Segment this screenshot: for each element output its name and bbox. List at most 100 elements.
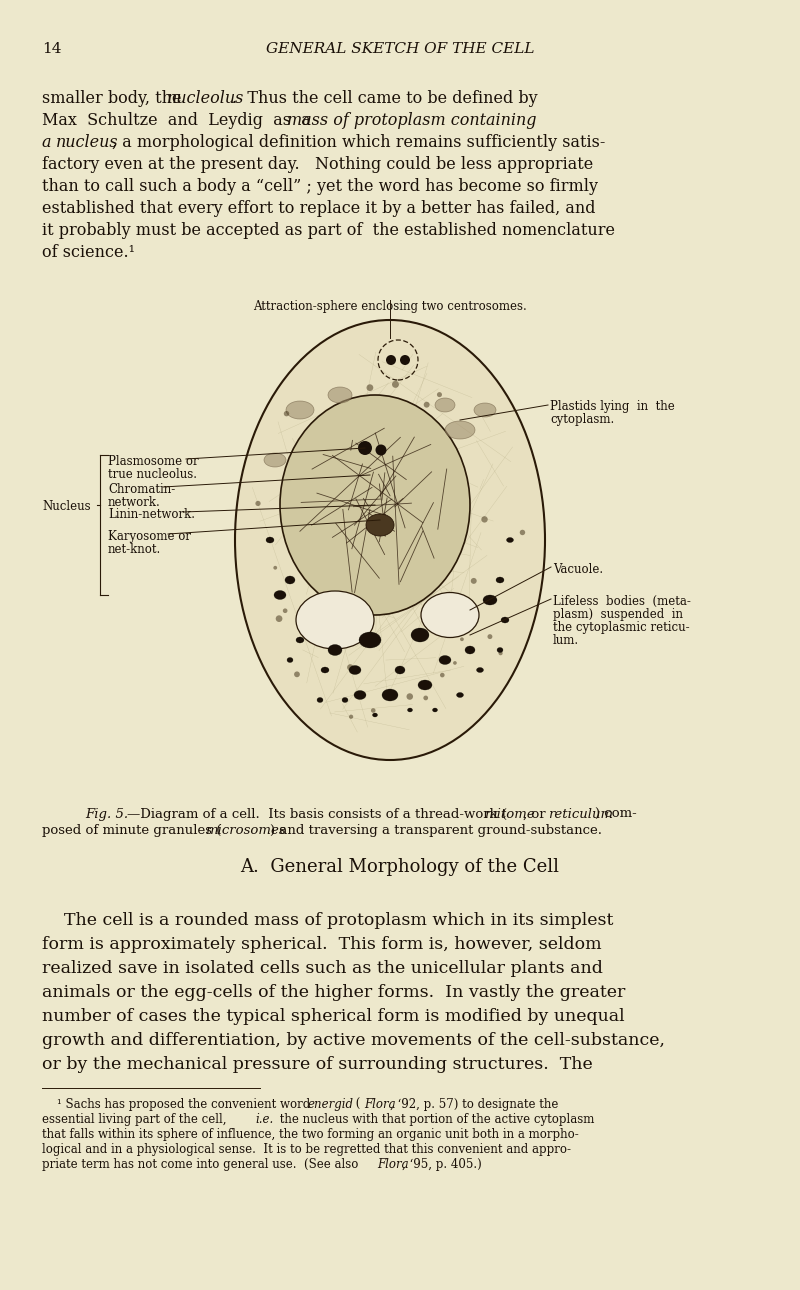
Ellipse shape xyxy=(359,632,381,648)
Ellipse shape xyxy=(477,667,483,672)
Circle shape xyxy=(386,355,396,365)
Ellipse shape xyxy=(411,628,429,642)
Circle shape xyxy=(520,530,525,535)
Text: than to call such a body a “cell” ; yet the word has become so firmly: than to call such a body a “cell” ; yet … xyxy=(42,178,598,195)
Circle shape xyxy=(424,401,430,408)
Ellipse shape xyxy=(296,637,304,642)
Ellipse shape xyxy=(421,592,479,637)
Circle shape xyxy=(276,615,282,622)
Ellipse shape xyxy=(342,698,348,703)
Ellipse shape xyxy=(317,698,323,703)
Text: net-knot.: net-knot. xyxy=(108,543,162,556)
Text: , ‘95, p. 405.): , ‘95, p. 405.) xyxy=(402,1158,482,1171)
Ellipse shape xyxy=(285,577,295,584)
Text: Chromatin-: Chromatin- xyxy=(108,482,175,495)
Circle shape xyxy=(482,516,488,522)
Text: it probably must be accepted as part of  the established nomenclature: it probably must be accepted as part of … xyxy=(42,222,615,239)
Text: number of cases the typical spherical form is modified by unequal: number of cases the typical spherical fo… xyxy=(42,1007,625,1026)
Circle shape xyxy=(392,381,399,388)
Ellipse shape xyxy=(501,617,509,623)
Text: 14: 14 xyxy=(42,43,62,55)
Circle shape xyxy=(406,693,413,699)
Text: logical and in a physiological sense.  It is to be regretted that this convenien: logical and in a physiological sense. It… xyxy=(42,1143,571,1156)
Ellipse shape xyxy=(439,655,451,664)
Text: ¹ Sachs has proposed the convenient word: ¹ Sachs has proposed the convenient word xyxy=(57,1098,314,1111)
Text: Max  Schultze  and  Leydig  as  a: Max Schultze and Leydig as a xyxy=(42,112,321,129)
Text: nucleolus: nucleolus xyxy=(167,90,244,107)
Text: A.  General Morphology of the Cell: A. General Morphology of the Cell xyxy=(241,858,559,876)
Text: cytoplasm.: cytoplasm. xyxy=(550,413,614,426)
Circle shape xyxy=(347,664,354,671)
Circle shape xyxy=(283,609,287,613)
Text: Nucleus: Nucleus xyxy=(42,501,90,513)
Text: Lifeless  bodies  (meta-: Lifeless bodies (meta- xyxy=(553,595,691,608)
Text: reticulum: reticulum xyxy=(548,808,613,820)
Ellipse shape xyxy=(496,577,504,583)
Ellipse shape xyxy=(296,591,374,649)
Ellipse shape xyxy=(435,399,455,412)
Ellipse shape xyxy=(274,591,286,600)
Text: microsomes: microsomes xyxy=(205,824,286,837)
Circle shape xyxy=(375,445,386,455)
Ellipse shape xyxy=(445,421,475,439)
Text: or by the mechanical pressure of surrounding structures.  The: or by the mechanical pressure of surroun… xyxy=(42,1057,593,1073)
Text: animals or the egg-cells of the higher forms.  In vastly the greater: animals or the egg-cells of the higher f… xyxy=(42,984,626,1001)
Text: The cell is a rounded mass of protoplasm which in its simplest: The cell is a rounded mass of protoplasm… xyxy=(42,912,614,929)
Text: Plasmosome or: Plasmosome or xyxy=(108,455,198,468)
Circle shape xyxy=(366,384,374,391)
Circle shape xyxy=(371,708,375,713)
Circle shape xyxy=(423,695,428,700)
Ellipse shape xyxy=(497,648,503,653)
Text: that falls within its sphere of influence, the two forming an organic unit both : that falls within its sphere of influenc… xyxy=(42,1127,578,1140)
Ellipse shape xyxy=(328,387,352,402)
Ellipse shape xyxy=(235,320,545,760)
Text: GENERAL SKETCH OF THE CELL: GENERAL SKETCH OF THE CELL xyxy=(266,43,534,55)
Text: priate term has not come into general use.  (See also: priate term has not come into general us… xyxy=(42,1158,362,1171)
Text: lum.: lum. xyxy=(553,633,579,648)
Text: form is approximately spherical.  This form is, however, seldom: form is approximately spherical. This fo… xyxy=(42,937,602,953)
Text: the cytoplasmic reticu-: the cytoplasmic reticu- xyxy=(553,620,690,633)
Text: true nucleolus.: true nucleolus. xyxy=(108,468,197,481)
Circle shape xyxy=(358,441,372,455)
Text: .  Thus the cell came to be defined by: . Thus the cell came to be defined by xyxy=(232,90,538,107)
Ellipse shape xyxy=(457,693,463,698)
Text: the nucleus with that portion of the active cytoplasm: the nucleus with that portion of the act… xyxy=(276,1113,594,1126)
Ellipse shape xyxy=(506,538,514,543)
Ellipse shape xyxy=(382,689,398,700)
Text: Plastids lying  in  the: Plastids lying in the xyxy=(550,400,674,413)
Text: , ‘92, p. 57) to designate the: , ‘92, p. 57) to designate the xyxy=(390,1098,558,1111)
Text: posed of minute granules (: posed of minute granules ( xyxy=(42,824,222,837)
Ellipse shape xyxy=(407,708,413,712)
Ellipse shape xyxy=(286,401,314,419)
Text: smaller body, the: smaller body, the xyxy=(42,90,186,107)
Circle shape xyxy=(284,412,290,417)
Text: network.: network. xyxy=(108,495,161,510)
Circle shape xyxy=(498,651,502,655)
Ellipse shape xyxy=(349,666,361,675)
Ellipse shape xyxy=(264,453,286,467)
Ellipse shape xyxy=(418,680,432,690)
Circle shape xyxy=(294,671,300,677)
Circle shape xyxy=(440,673,445,677)
Text: Linin-network.: Linin-network. xyxy=(108,508,195,521)
Circle shape xyxy=(487,635,492,639)
Text: ) com-: ) com- xyxy=(595,808,637,820)
Circle shape xyxy=(274,566,277,570)
Ellipse shape xyxy=(321,667,329,673)
Ellipse shape xyxy=(287,658,293,663)
Circle shape xyxy=(349,715,354,719)
Text: growth and differentiation, by active movements of the cell-substance,: growth and differentiation, by active mo… xyxy=(42,1032,665,1049)
Text: essential living part of the cell,: essential living part of the cell, xyxy=(42,1113,230,1126)
Circle shape xyxy=(437,392,442,397)
Text: ) and traversing a transparent ground-substance.: ) and traversing a transparent ground-su… xyxy=(270,824,602,837)
Text: plasm)  suspended  in: plasm) suspended in xyxy=(553,608,683,620)
Circle shape xyxy=(255,501,261,506)
Text: established that every effort to replace it by a better has failed, and: established that every effort to replace… xyxy=(42,200,595,217)
Text: mitome: mitome xyxy=(484,808,534,820)
Text: Flora: Flora xyxy=(364,1098,396,1111)
Text: mass of protoplasm containing: mass of protoplasm containing xyxy=(287,112,537,129)
Ellipse shape xyxy=(354,690,366,699)
Text: Karyosome or: Karyosome or xyxy=(108,530,191,543)
Text: Vacuole.: Vacuole. xyxy=(553,562,603,577)
Text: a: a xyxy=(42,134,57,151)
